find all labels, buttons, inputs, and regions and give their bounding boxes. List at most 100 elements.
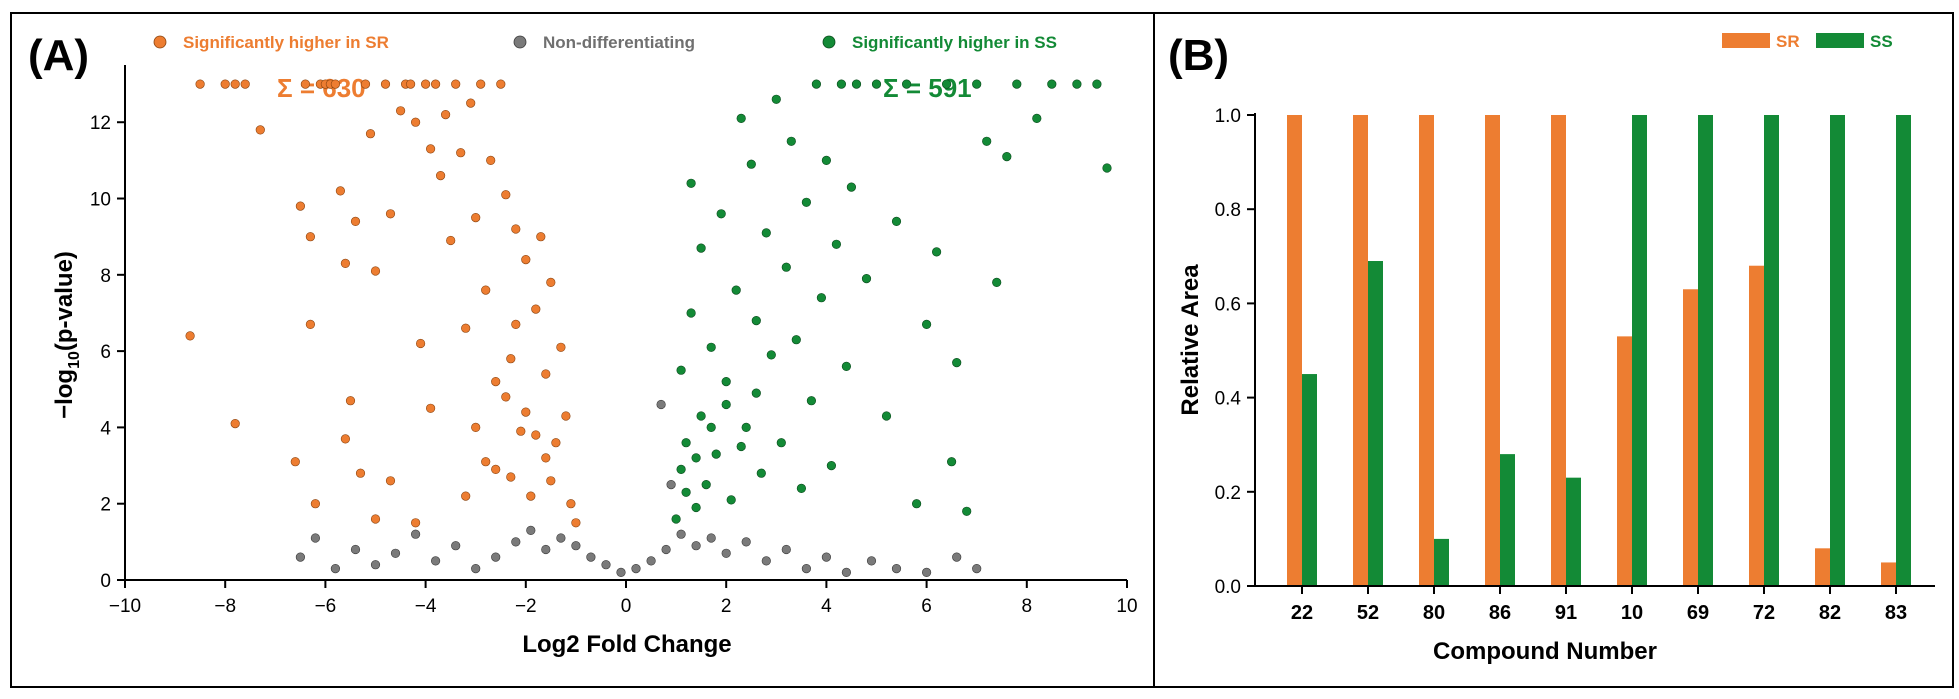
- volcano-point-s2-33: [821, 155, 832, 165]
- volcano-point-s0-59: [526, 491, 536, 501]
- volcano-point-s0-67: [566, 499, 576, 509]
- volcano-point-s0-21: [350, 216, 361, 226]
- volcano-point-s1-10: [491, 552, 501, 562]
- volcano-point-s2-44: [901, 79, 912, 89]
- volcano-point-s2-42: [881, 411, 892, 421]
- volcano-point-s0-63: [546, 277, 556, 288]
- volcano-point-s0-17: [335, 186, 346, 196]
- volcano-point-s0-33: [411, 117, 421, 127]
- volcano-point-s1-29: [801, 563, 812, 574]
- bar-ss-86: [1500, 454, 1515, 586]
- volcano-y-axis-label: −log10(p-value): [51, 251, 83, 419]
- panel-a: (A) Significantly higher in SR Non-diffe…: [28, 31, 1138, 658]
- bar-ss-82: [1830, 115, 1845, 586]
- volcano-axes: −10 −8 −6 −4 −2 0 2 4 6 8 10 0 2 4 6 8 10 12: [90, 65, 1138, 617]
- volcano-point-s0-25: [370, 266, 381, 276]
- volcano-point-s0-10: [305, 232, 316, 242]
- volcano-point-s1-34: [921, 567, 932, 578]
- volcano-point-s0-11: [305, 319, 316, 330]
- bar-sr-10: [1617, 336, 1632, 586]
- volcano-point-s1-20: [646, 556, 656, 566]
- volcano-point-s2-22: [766, 350, 776, 360]
- volcano-point-s0-35: [416, 338, 426, 349]
- bar-axes: 0.0 0.2 0.4 0.6 0.8 1.0 22 52 80 86 91 10 69 72 82 83: [1215, 106, 1935, 624]
- bar-sr-82: [1815, 548, 1830, 586]
- volcano-point-s2-16: [736, 113, 746, 123]
- volcano-point-s2-46: [921, 319, 932, 330]
- volcano-point-s0-75: [511, 319, 521, 330]
- volcano-point-s1-38: [666, 480, 676, 490]
- volcano-point-s1-32: [866, 556, 877, 566]
- bar-x-axis-label: Compound Number: [1433, 638, 1657, 665]
- volcano-point-s0-29: [385, 476, 396, 486]
- volcano-point-s2-30: [806, 396, 817, 406]
- bar-ss-22: [1302, 374, 1317, 586]
- volcano-point-s0-54: [501, 190, 511, 200]
- volcano-point-s2-62: [721, 399, 731, 410]
- volcano-point-s1-13: [541, 544, 551, 555]
- bar-y-tick-label-3: 0.6: [1215, 294, 1241, 315]
- volcano-point-s2-57: [1032, 113, 1042, 123]
- volcano-x-tick-label-0: −10: [109, 596, 141, 617]
- bar-ss-72: [1764, 115, 1779, 586]
- volcano-point-s1-24: [706, 533, 716, 543]
- volcano-points: [185, 79, 1112, 578]
- volcano-point-s2-4: [686, 308, 696, 318]
- volcano-point-s1-37: [656, 399, 666, 410]
- volcano-point-s1-3: [350, 544, 361, 555]
- volcano-point-s0-44: [456, 148, 466, 158]
- volcano-point-s2-26: [786, 136, 796, 146]
- bar-ss-52: [1368, 261, 1383, 586]
- volcano-point-s0-58: [521, 255, 531, 265]
- panel-b-label: (B): [1168, 31, 1229, 80]
- bar-x-tick-label-91: 91: [1555, 602, 1577, 624]
- bar-ss-80: [1434, 538, 1449, 586]
- volcano-point-s0-74: [546, 476, 556, 486]
- volcano-point-s2-41: [871, 79, 882, 89]
- volcano-point-s2-20: [756, 468, 766, 478]
- bar-y-tick-label-5: 1.0: [1215, 106, 1241, 127]
- bar-marks: [1287, 115, 1911, 586]
- volcano-point-s0-12: [310, 499, 321, 509]
- volcano-point-s2-38: [846, 182, 857, 192]
- bar-sr-83: [1881, 562, 1896, 586]
- volcano-point-s2-48: [941, 79, 952, 89]
- volcano-x-tick-label-7: 4: [821, 596, 832, 617]
- volcano-point-s2-17: [741, 422, 751, 433]
- bar-y-tick-label-4: 0.8: [1215, 200, 1241, 221]
- bar-ss-83: [1896, 115, 1911, 586]
- volcano-point-s0-37: [426, 144, 436, 154]
- volcano-point-s0-26: [370, 514, 381, 524]
- volcano-point-s0-38: [426, 403, 436, 413]
- volcano-point-s0-70: [521, 407, 531, 417]
- bar-x-tick-label-72: 72: [1753, 602, 1775, 624]
- bar-y-tick-label-1: 0.2: [1215, 483, 1241, 504]
- volcano-point-s0-16: [330, 79, 341, 89]
- volcano-x-tick-label-5: 0: [621, 596, 632, 617]
- volcano-x-tick-label-9: 8: [1022, 596, 1033, 617]
- volcano-point-s1-31: [841, 567, 852, 578]
- panel-a-label: (A): [28, 31, 89, 80]
- volcano-point-s2-15: [731, 285, 741, 295]
- bar-sr-86: [1485, 115, 1500, 586]
- volcano-point-s2-52: [972, 79, 982, 89]
- volcano-point-s0-49: [476, 79, 486, 89]
- volcano-point-s1-6: [411, 529, 421, 539]
- volcano-y-tick-label-2: 4: [100, 418, 111, 439]
- volcano-point-s2-63: [706, 422, 716, 433]
- panel-b: (B) SR SS 0.0 0.2 0.4 0.6 0.8 1.0 22 52 80 86 91 10…: [1168, 31, 1935, 665]
- volcano-point-s2-7: [696, 411, 706, 421]
- bar-ss-69: [1698, 115, 1713, 586]
- volcano-point-s1-25: [721, 548, 731, 558]
- volcano-point-s0-61: [536, 232, 546, 242]
- volcano-point-s0-43: [451, 79, 461, 89]
- bar-x-tick-label-86: 86: [1489, 602, 1511, 624]
- legend-bar-ss-swatch: [1816, 33, 1864, 48]
- volcano-point-s1-36: [972, 563, 982, 574]
- volcano-point-s1-27: [761, 556, 771, 566]
- bar-y-axis-label: Relative Area: [1177, 264, 1204, 416]
- volcano-point-s2-54: [992, 277, 1002, 288]
- volcano-point-s2-21: [761, 228, 771, 238]
- volcano-point-s0-27: [380, 79, 391, 89]
- volcano-point-s1-1: [310, 533, 321, 543]
